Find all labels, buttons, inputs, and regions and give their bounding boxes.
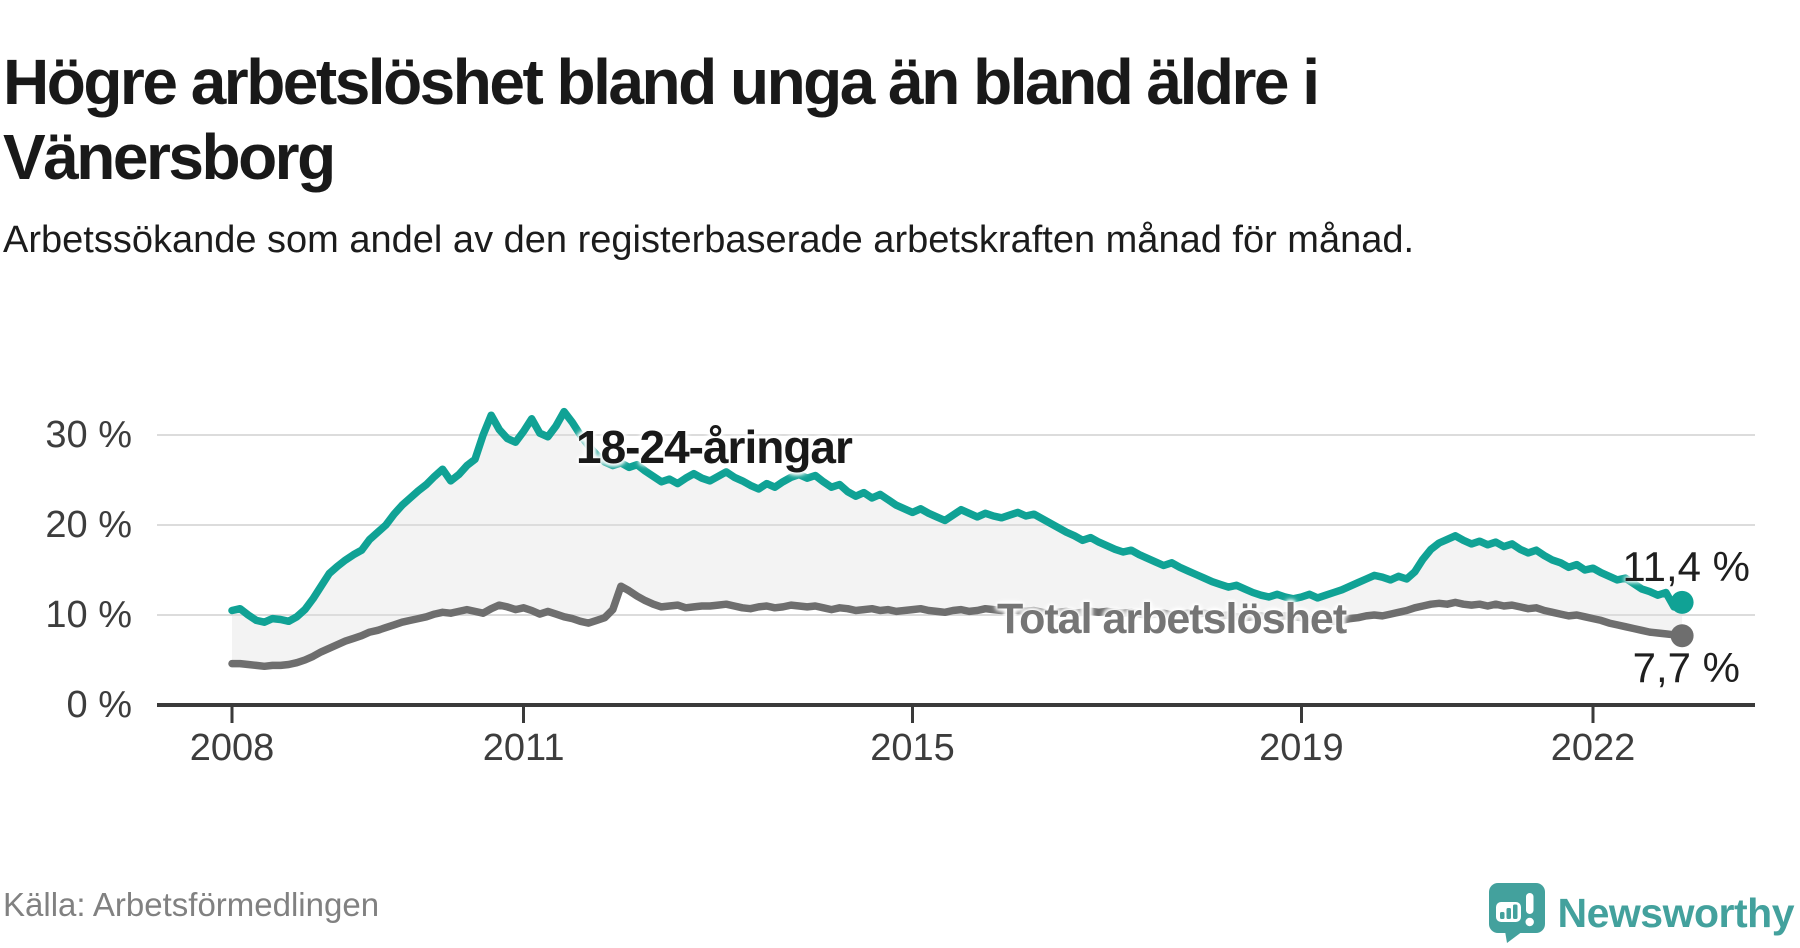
series-label-total: Total arbetslöshet	[997, 595, 1347, 643]
end-value-label-youth: 11,4 %	[1622, 543, 1750, 590]
series-label-youth: 18-24-åringar	[576, 421, 853, 473]
end-dot-youth	[1670, 590, 1694, 614]
newsworthy-logo: Newsworthy	[1488, 882, 1795, 944]
series-line-youth	[228, 407, 1686, 626]
y-axis-tick-label: 20 %	[45, 504, 132, 546]
band-between-series	[232, 411, 1683, 667]
x-axis-tick-label: 2015	[870, 727, 955, 769]
y-axis-tick-label: 10 %	[45, 594, 132, 636]
x-axis-tick-label: 2008	[189, 727, 275, 769]
series-line-total	[228, 582, 1686, 671]
exclamation-glyph	[1525, 893, 1533, 914]
brand-name: Newsworthy	[1557, 889, 1795, 936]
x-axis-tick-label: 2011	[482, 727, 565, 769]
x-axis-tick-label: 2022	[1550, 727, 1636, 769]
chart-title: Högre arbetslöshet bland unga än bland ä…	[3, 45, 1320, 193]
y-axis-tick-label: 0 %	[66, 684, 132, 726]
source-note: Källa: Arbetsförmedlingen	[3, 886, 380, 923]
newsworthy-bubble-icon	[1488, 883, 1545, 943]
chart-subtitle: Arbetssökande som andel av den registerb…	[3, 219, 1415, 261]
end-dot-total	[1670, 624, 1694, 648]
x-axis-tick-label: 2019	[1259, 727, 1344, 769]
y-axis-tick-label: 30 %	[45, 414, 132, 456]
end-value-label-total: 7,7 %	[1632, 644, 1740, 691]
